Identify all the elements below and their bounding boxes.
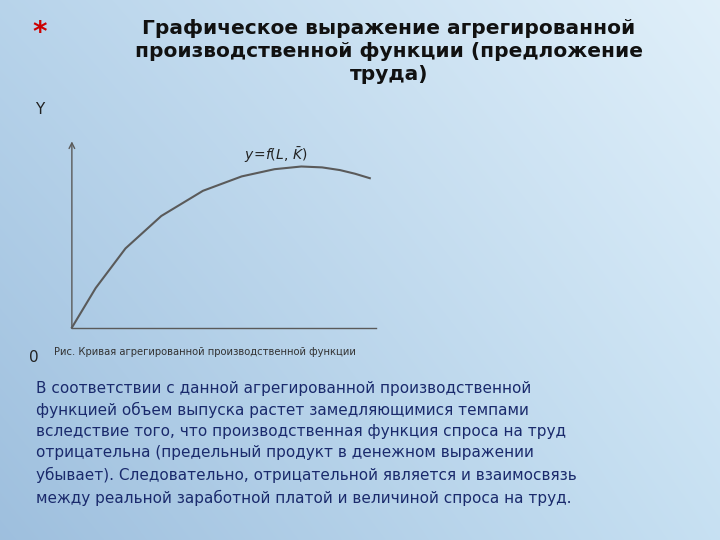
Text: 0: 0 <box>29 350 38 365</box>
Text: труда): труда) <box>349 65 428 84</box>
Text: В соответствии с данной агрегированной производственной
функцией объем выпуска р: В соответствии с данной агрегированной п… <box>36 381 577 506</box>
Text: $y\!=\!f(L,\,\bar{K})$: $y\!=\!f(L,\,\bar{K})$ <box>244 145 308 165</box>
Text: Y: Y <box>35 102 45 117</box>
Text: Графическое выражение агрегированной: Графическое выражение агрегированной <box>142 19 636 38</box>
Text: производственной функции (предложение: производственной функции (предложение <box>135 42 643 61</box>
Text: *: * <box>32 19 47 47</box>
Text: Рис. Кривая агрегированной производственной функции: Рис. Кривая агрегированной производствен… <box>54 347 356 357</box>
